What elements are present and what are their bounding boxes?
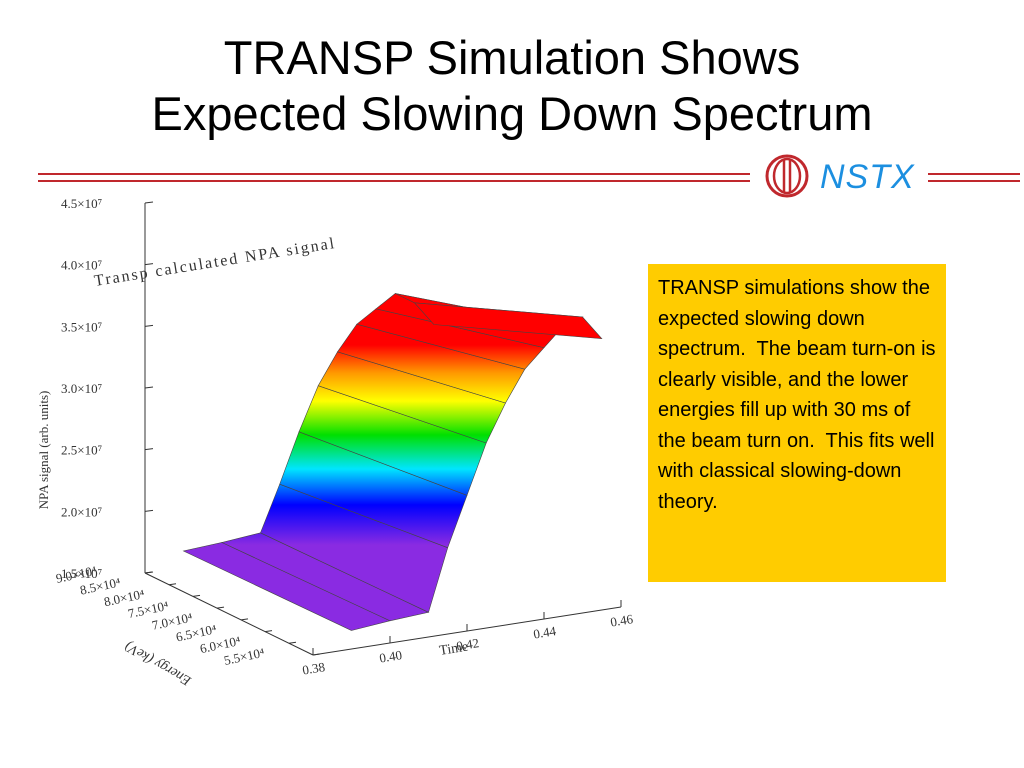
energy-tick xyxy=(192,594,201,597)
time-tick-label: 0.38 xyxy=(301,659,326,677)
title-line-2: Expected Slowing Down Spectrum xyxy=(151,87,873,140)
signal-tick-label: 4.0×10⁷ xyxy=(61,258,102,273)
signal-tick xyxy=(144,509,154,512)
time-axis-title: Time xyxy=(438,640,469,659)
energy-tick xyxy=(240,618,249,621)
nstx-logo-icon xyxy=(765,154,809,198)
signal-tick xyxy=(144,448,154,451)
page-title: TRANSP Simulation Shows Expected Slowing… xyxy=(0,30,1024,142)
summary-textbox: TRANSP simulations show the expected slo… xyxy=(648,264,946,582)
energy-tick xyxy=(216,606,225,609)
time-tick-label: 0.44 xyxy=(532,623,557,641)
energy-tick xyxy=(264,630,273,633)
nstx-logo-text: NSTX xyxy=(820,158,915,196)
signal-tick xyxy=(144,324,154,327)
energy-axis-title: Energy (keV) xyxy=(122,638,194,689)
signal-axis-title: NPA signal (arb. units) xyxy=(36,391,51,510)
signal-tick-label: 1.5×10⁷ xyxy=(61,566,102,581)
signal-tick xyxy=(144,263,154,266)
time-tick-label: 0.42 xyxy=(455,635,480,653)
surface-patch xyxy=(413,302,603,340)
time-tick-label: 0.40 xyxy=(378,647,403,665)
header-rule-right-bottom xyxy=(928,180,1020,182)
signal-tick xyxy=(144,201,154,204)
chart-title: Transp calculated NPA signal xyxy=(93,235,337,290)
energy-tick xyxy=(168,583,177,586)
header-rule-left-top xyxy=(38,173,750,175)
header-rule-right-top xyxy=(928,173,1020,175)
signal-tick-label: 2.5×10⁷ xyxy=(61,443,102,458)
signal-tick xyxy=(144,571,154,574)
energy-tick xyxy=(288,641,297,644)
npa-surface-chart: 0.380.400.420.440.465.5×10⁴6.0×10⁴6.5×10… xyxy=(36,196,635,689)
signal-tick-label: 3.5×10⁷ xyxy=(61,319,102,334)
title-line-1: TRANSP Simulation Shows xyxy=(223,31,801,84)
signal-tick-label: 4.5×10⁷ xyxy=(61,196,102,211)
energy-axis-line xyxy=(144,572,314,656)
signal-tick-label: 3.0×10⁷ xyxy=(61,381,102,396)
surface-layer xyxy=(182,293,603,631)
signal-tick xyxy=(144,386,154,389)
energy-tick xyxy=(312,653,321,656)
header-rule-left-bottom xyxy=(38,180,750,182)
signal-tick-label: 2.0×10⁷ xyxy=(61,504,102,519)
axes-layer xyxy=(144,201,622,656)
time-tick-label: 0.46 xyxy=(609,611,634,629)
